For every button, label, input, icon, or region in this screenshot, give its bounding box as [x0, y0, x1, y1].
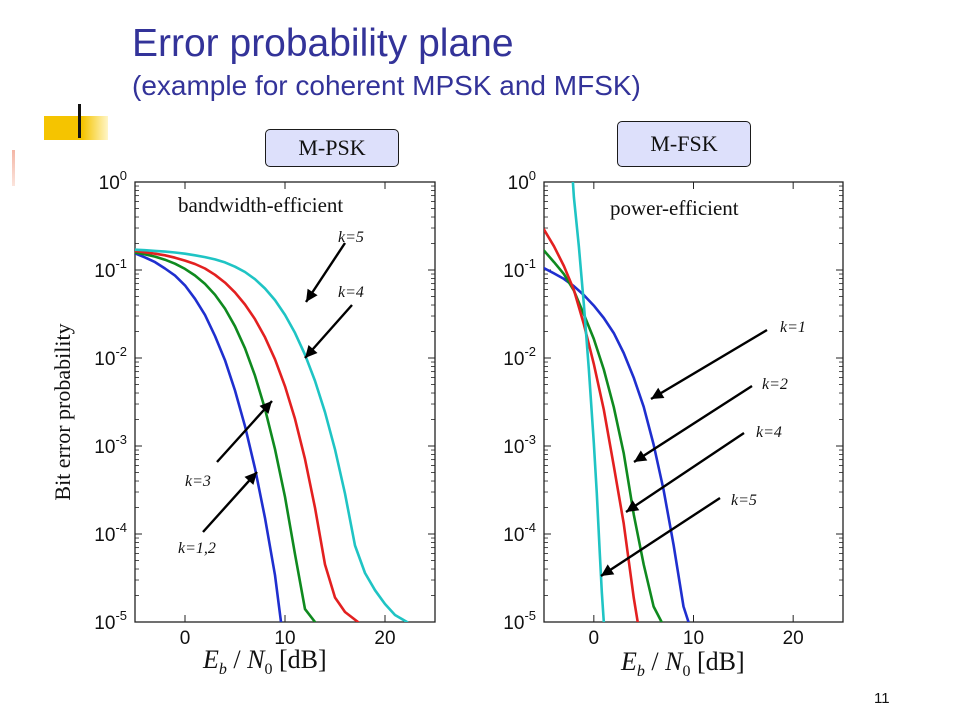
series-line-k-3 — [135, 251, 317, 622]
series-group — [135, 248, 409, 622]
left-annotation-label: k=4 — [338, 284, 364, 301]
left-annotation-arrow-head — [259, 401, 272, 414]
y-tick-label: 10-1 — [94, 256, 127, 282]
y-tick-label: 10-1 — [503, 256, 536, 282]
chart-right-frame — [543, 181, 844, 623]
chart-right: 100 10-1 10-2 10-3 10-4 10-5 0 10 20 power-effici… — [503, 168, 844, 680]
series-group — [544, 182, 690, 622]
y-tick-label: 10-3 — [94, 432, 127, 458]
left-annotation-arrow-shaft — [216, 400, 273, 463]
x-tick-label: 10 — [274, 628, 295, 649]
y-tick-label: 100 — [508, 168, 536, 194]
y-tick-label: 10-4 — [503, 520, 536, 546]
x-tick-label: 20 — [374, 628, 395, 649]
series-line-k-5 — [571, 182, 606, 622]
x-tick-label: 0 — [180, 628, 191, 649]
right-annotation-arrow-shaft — [625, 432, 745, 513]
right-annotation-label: k=5 — [731, 492, 757, 509]
y-tick-label: 10-4 — [94, 520, 127, 546]
series-line-k-1 — [544, 266, 690, 622]
right-annotation-label: k=4 — [756, 424, 782, 441]
right-annotation-arrow — [625, 432, 745, 513]
left-annotation-label: k=3 — [185, 473, 211, 490]
right-annotation-arrow-head — [601, 564, 615, 576]
left-annotation-arrow — [202, 471, 258, 533]
x-tick-label: 0 — [589, 628, 600, 649]
slide-title: Error probability plane — [132, 22, 514, 65]
chart-right-xlabel: Eb / N0 [dB] — [620, 647, 745, 680]
y-tick-label: 10-2 — [94, 344, 127, 370]
series-line-k-4 — [544, 228, 640, 622]
right-annotation-arrow-head — [634, 450, 648, 462]
right-annotation-label: k=1 — [780, 319, 806, 336]
left-annotation-arrow — [304, 242, 347, 303]
mfsk-badge: M-FSK — [617, 121, 751, 167]
right-annotation-arrow-head — [651, 387, 665, 399]
left-annotation-arrow-shaft — [202, 471, 258, 533]
chart-left-title: bandwidth-efficient — [178, 193, 343, 217]
right-annotation-arrow-head — [626, 500, 640, 512]
right-annotation-arrow — [633, 384, 753, 464]
left-annotation-label: k=1,2 — [178, 540, 216, 557]
y-tick-label: 10-3 — [503, 432, 536, 458]
left-annotation-arrow — [216, 400, 273, 463]
right-annotation-arrow — [600, 496, 721, 578]
y-tick-label: 10-2 — [503, 344, 536, 370]
mpsk-badge: M-PSK — [265, 129, 399, 167]
series-line-k-1-2 — [135, 252, 283, 622]
series-line-k-5 — [135, 248, 409, 622]
chart-left-xlabel: Eb / N0 [dB] — [202, 645, 327, 678]
left-annotation-arrow — [304, 304, 353, 359]
right-annotation-arrow — [650, 328, 768, 401]
y-axis-label: Bit error probability — [50, 323, 75, 500]
left-annotation-label: k=5 — [338, 229, 364, 246]
right-annotation-arrow-shaft — [600, 496, 721, 578]
y-tick-label: 100 — [99, 168, 127, 194]
left-annotation-arrow-head — [306, 288, 318, 302]
left-annotation-arrow-head — [244, 472, 257, 485]
right-annotation-label: k=2 — [762, 376, 788, 393]
chart-right-title: power-efficient — [610, 196, 739, 220]
right-annotation-arrow-shaft — [650, 328, 768, 401]
page-number: 11 — [874, 690, 890, 707]
y-tick-label: 10-5 — [94, 608, 127, 634]
left-annotation-arrow-head — [305, 345, 318, 358]
y-tick-label: 10-5 — [503, 608, 536, 634]
chart-left: 100 10-1 10-2 10-3 10-4 10-5 0 10 20 bandwidth-ef… — [94, 168, 436, 678]
x-tick-label: 20 — [783, 628, 804, 649]
decorative-yellow-block — [44, 116, 108, 140]
slide-subtitle: (example for coherent MPSK and MFSK) — [132, 70, 641, 101]
decorative-red-stripe — [12, 150, 15, 186]
series-line-k-2 — [544, 249, 663, 622]
decorative-black-bar — [78, 104, 81, 138]
x-tick-label: 10 — [683, 628, 704, 649]
right-annotation-arrow-shaft — [633, 384, 753, 464]
series-line-k-4 — [135, 249, 360, 622]
